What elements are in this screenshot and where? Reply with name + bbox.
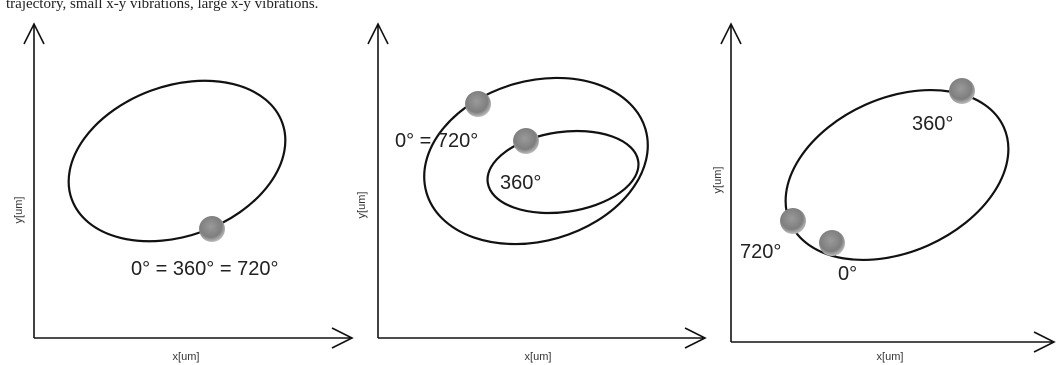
- phase-marker-720: [780, 208, 806, 234]
- x-axis: [34, 327, 354, 349]
- x-axis: [378, 327, 707, 349]
- phase-marker: [199, 216, 225, 242]
- panel-2: y[um] x[um] 0° = 720° 360°: [356, 22, 707, 363]
- y-axis: [720, 22, 742, 342]
- panel-1: y[um] x[um] 0° = 360° = 720°: [13, 22, 354, 363]
- y-axis: [367, 22, 389, 338]
- x-axis-label: x[um]: [173, 351, 200, 363]
- phase-marker-0: [819, 230, 845, 256]
- y-axis-label: y[um]: [356, 192, 368, 219]
- x-axis: [731, 331, 1056, 353]
- phase-marker-0-720: [465, 91, 491, 117]
- inner-orbit-ellipse: [486, 129, 640, 215]
- y-axis-label: y[um]: [13, 197, 25, 224]
- x-axis-label: x[um]: [877, 351, 904, 363]
- phase-label-360: 360°: [912, 113, 953, 135]
- phase-label-0: 0°: [838, 263, 857, 285]
- y-axis: [23, 22, 45, 338]
- phase-marker-360: [949, 78, 975, 104]
- phase-label-0-720: 0° = 720°: [395, 130, 478, 152]
- y-axis-label: y[um]: [712, 167, 724, 194]
- orbit-ellipse: [67, 79, 287, 243]
- phase-label-0-360-720: 0° = 360° = 720°: [131, 258, 278, 280]
- x-axis-label: x[um]: [525, 351, 552, 363]
- phase-label-360: 360°: [500, 172, 541, 194]
- panel-3: y[um] x[um] 360° 720° 0°: [712, 22, 1056, 363]
- phase-marker-360: [513, 128, 539, 154]
- outer-orbit-ellipse: [423, 76, 649, 246]
- orbit-ellipse: [784, 88, 1010, 262]
- top-caption: trajectory, small x-y vibrations, large …: [6, 0, 319, 12]
- phase-label-720: 720°: [740, 241, 781, 263]
